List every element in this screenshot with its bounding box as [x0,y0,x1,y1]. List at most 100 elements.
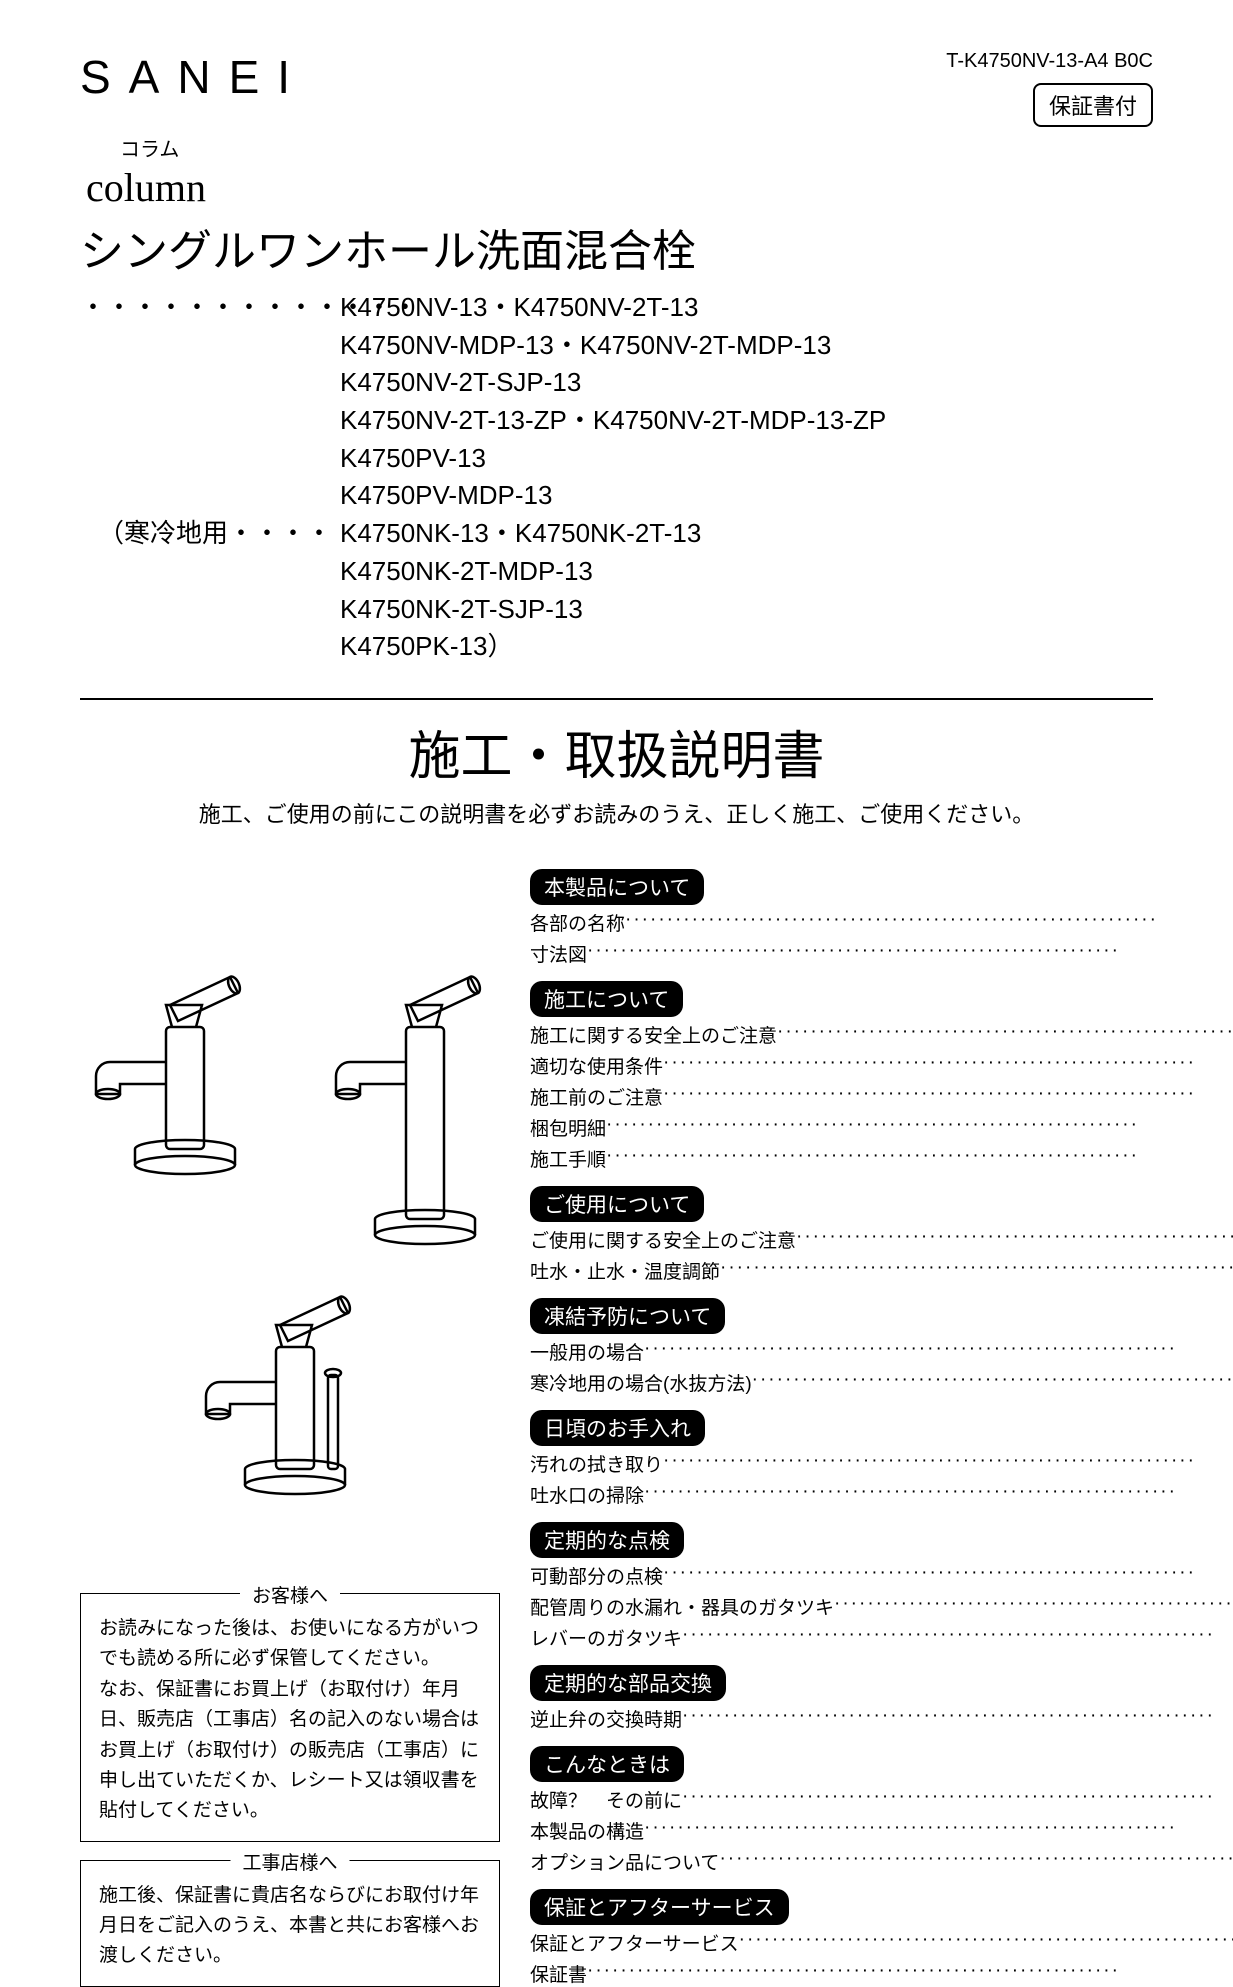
cold-region-label: （寒冷地用・・・・ [80,515,340,666]
toc-item: 一般用の場合15 [530,1338,1233,1365]
toc-section-header: ご使用について [530,1186,704,1222]
toc-section-header: 本製品について [530,869,704,905]
toc-dots [644,1338,1233,1365]
toc-item-label: 寒冷地用の場合(水抜方法) [530,1369,752,1396]
model-line: K4750PK-13） [340,628,1153,666]
toc-dots [644,1481,1233,1508]
toc-dots [663,1052,1233,1079]
toc-item-label: 吐水・止水・温度調節 [530,1257,720,1284]
toc-section-header: 日頃のお手入れ [530,1410,705,1446]
toc-item: 吐水・止水・温度調節14 [530,1257,1233,1284]
toc-item: 各部の名称1 [530,909,1233,936]
toc-item-label: ご使用に関する安全上のご注意 [530,1226,796,1253]
toc-item-label: レバーのガタツキ [530,1624,682,1651]
toc-item-label: 梱包明細 [530,1114,606,1141]
toc-dots [682,1624,1233,1651]
toc-item: 施工に関する安全上のご注意3 [530,1021,1233,1048]
faucet-tall-icon [320,947,500,1247]
warranty-badge: 保証書付 [1033,83,1153,127]
toc-item: 寸法図2 [530,940,1233,967]
toc-dots [625,909,1233,936]
toc-item: 配管周りの水漏れ・器具のガタツキ17 [530,1593,1233,1620]
toc-item: 梱包明細5 [530,1114,1233,1141]
product-illustrations [80,869,500,1575]
toc-item-label: 本製品の構造 [530,1817,644,1844]
toc-item: 本製品の構造20 [530,1817,1233,1844]
toc-item-label: 保証とアフターサービス [530,1929,739,1956]
toc-item: 故障？ その前に19 [530,1786,1233,1813]
toc-item-label: 適切な使用条件 [530,1052,663,1079]
toc-dots [720,1257,1233,1284]
model-line: K4750PV-13 [340,440,1153,478]
toc-dots [777,1021,1233,1048]
toc-dots [834,1593,1233,1620]
table-of-contents: 本製品について各部の名称1 寸法図2 施工について施工に関する安全上のご注意3 適切な… [530,869,1233,1987]
toc-section-header: 施工について [530,981,683,1017]
customer-notice: お客様へ お読みになった後は、お使いになる方がいつでも読める所に必ず保管してくだ… [80,1593,500,1842]
toc-dots [752,1369,1233,1396]
toc-item: 汚れの拭き取り16 [530,1450,1233,1477]
toc-item-label: 逆止弁の交換時期 [530,1705,682,1732]
toc-item: 保証とアフターサービス22 [530,1929,1233,1956]
toc-section-header: 保証とアフターサービス [530,1889,789,1925]
contractor-notice: 工事店様へ 施工後、保証書に貴店名ならびにお取付け年月日をご記入のうえ、本書と共… [80,1860,500,1987]
toc-dots [682,1786,1233,1813]
toc-item: ご使用に関する安全上のご注意11～13 [530,1226,1233,1253]
toc-item-label: 各部の名称 [530,909,625,936]
toc-item-label: 保証書 [530,1960,587,1987]
toc-dots [644,1817,1233,1844]
toc-item-label: 施工手順 [530,1145,606,1172]
toc-item-label: 可動部分の点検 [530,1562,663,1589]
header: SANEI T-K4750NV-13-A4 B0C 保証書付 [80,50,1153,127]
document-code: T-K4750NV-13-A4 B0C [946,50,1153,73]
toc-dots [682,1705,1233,1732]
model-line: K4750NK-2T-MDP-13 [340,553,1153,591]
toc-item: オプション品について21 [530,1848,1233,1875]
contractor-notice-text: 施工後、保証書に貴店名ならびにお取付け年月日をご記入のうえ、本書と共にお客様へお… [99,1881,481,1972]
product-title: シングルワンホール洗面混合栓 [80,215,1153,279]
toc-dots [719,1848,1233,1875]
model-line: K4750NV-2T-SJP-13 [340,364,1153,402]
toc-dots [663,1450,1233,1477]
toc-item: 可動部分の点検17 [530,1562,1233,1589]
toc-dots [606,1114,1233,1141]
faucet-short-icon [80,947,260,1177]
toc-item: 適切な使用条件4 [530,1052,1233,1079]
model-list: ・・・・・・・・・・・・・ K4750NV-13・K4750NV-2T-13K4… [80,289,1153,666]
toc-item: 施工前のご注意4 [530,1083,1233,1110]
toc-dots [796,1226,1233,1253]
model-line: K4750NV-13・K4750NV-2T-13 [340,289,1153,327]
column-label-jp: コラム [120,133,1153,162]
subheading: 施工、ご使用の前にこの説明書を必ずお読みのうえ、正しく施工、ご使用ください。 [80,797,1153,829]
toc-item-label: 施工に関する安全上のご注意 [530,1021,777,1048]
toc-item: 保証書裏紙 [530,1960,1233,1987]
model-line: K4750NK-13・K4750NK-2T-13 [340,515,1153,553]
toc-dots [663,1083,1233,1110]
faucet-popup-icon [190,1267,390,1497]
model-line: K4750NK-2T-SJP-13 [340,591,1153,629]
toc-section-header: 定期的な部品交換 [530,1665,726,1701]
model-line: K4750NV-MDP-13・K4750NV-2T-MDP-13 [340,327,1153,365]
toc-dots [606,1145,1233,1172]
toc-item: 施工手順6～10 [530,1145,1233,1172]
toc-item: 逆止弁の交換時期18 [530,1705,1233,1732]
toc-item-label: 配管周りの水漏れ・器具のガタツキ [530,1593,834,1620]
toc-dots [663,1562,1233,1589]
brand-logo: SANEI [80,50,308,104]
model-line: K4750PV-MDP-13 [340,477,1153,515]
models-dots: ・・・・・・・・・・・・・ [80,289,340,515]
toc-item: レバーのガタツキ17 [530,1624,1233,1651]
toc-dots [739,1929,1233,1956]
toc-section-header: こんなときは [530,1746,684,1782]
toc-item-label: 故障？ その前に [530,1786,682,1813]
toc-item: 吐水口の掃除16 [530,1481,1233,1508]
toc-dots [587,1960,1233,1987]
toc-section-header: 凍結予防について [530,1298,725,1334]
column-label-en: column [86,164,1153,211]
customer-notice-text: お読みになった後は、お使いになる方がいつでも読める所に必ず保管してください。 な… [99,1614,481,1827]
main-heading: 施工・取扱説明書 [80,698,1153,789]
toc-item-label: 汚れの拭き取り [530,1450,663,1477]
customer-notice-label: お客様へ [240,1582,340,1612]
toc-item-label: 施工前のご注意 [530,1083,663,1110]
toc-item-label: 吐水口の掃除 [530,1481,644,1508]
